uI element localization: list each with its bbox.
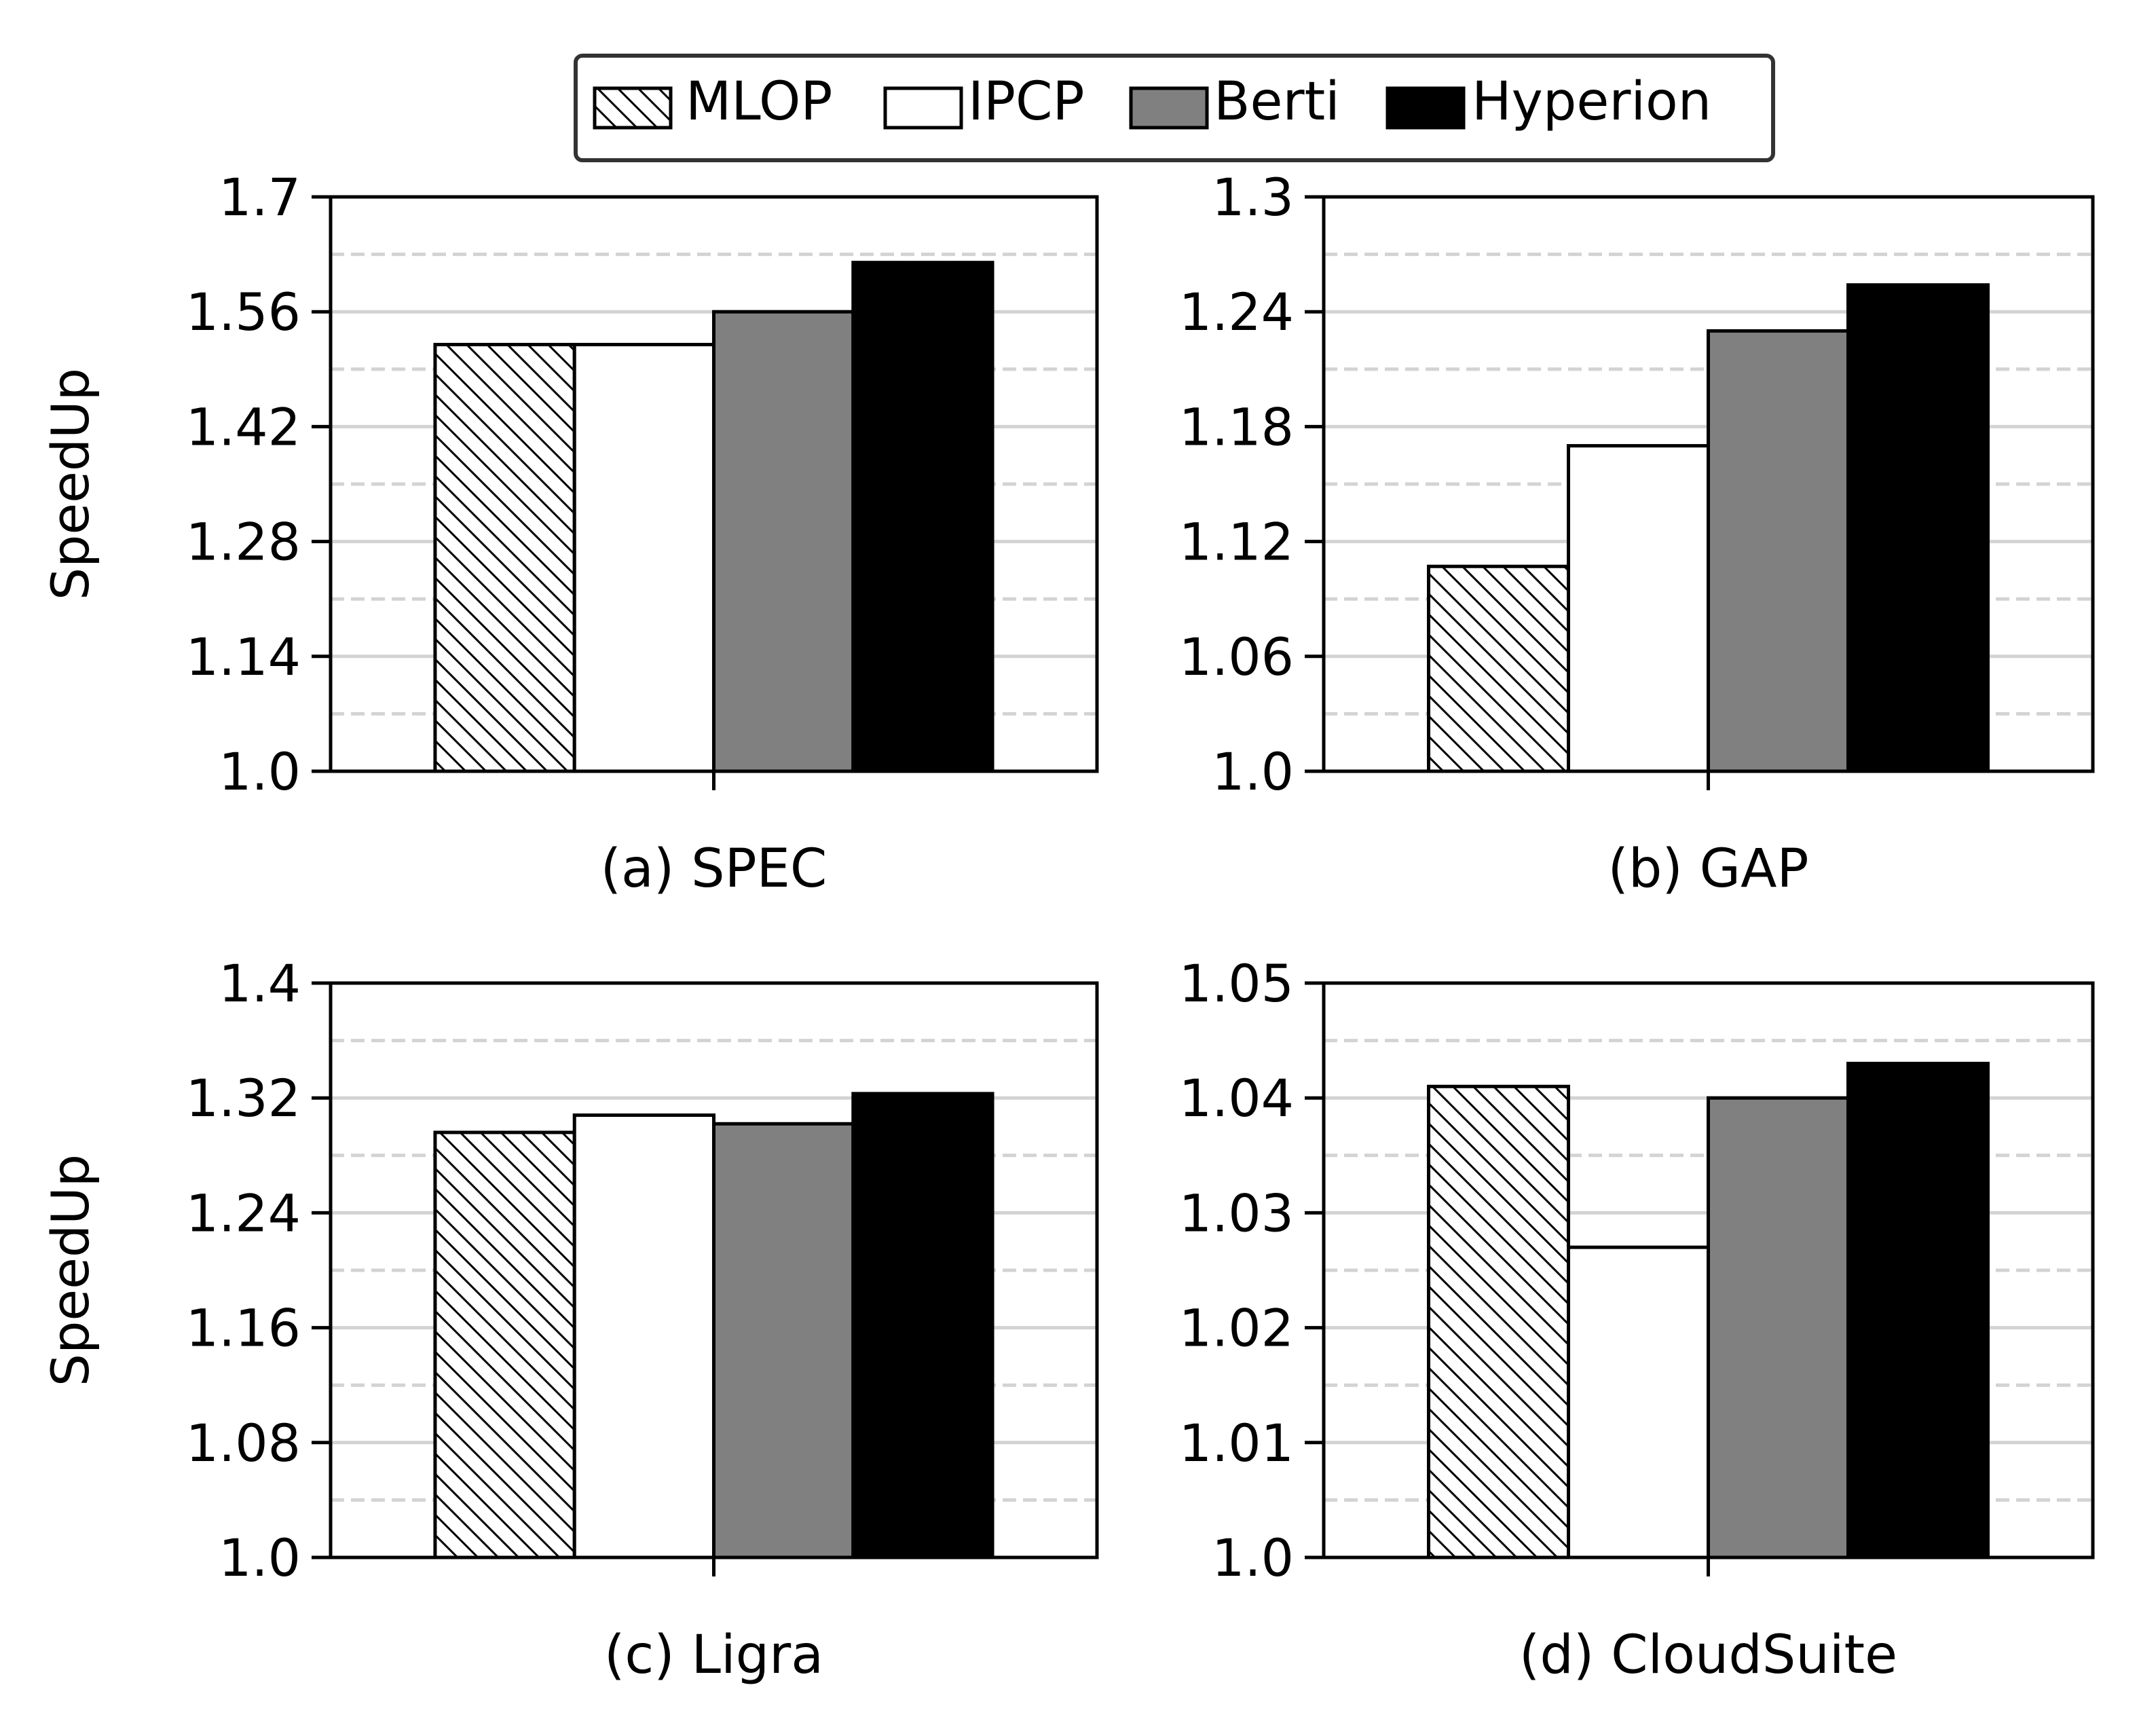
y-tick-label: 1.3 xyxy=(1212,167,1294,227)
bar-berti xyxy=(712,1122,855,1559)
y-tick-label: 1.0 xyxy=(219,741,301,802)
bar-ipcp xyxy=(1567,444,1710,773)
y-tick-label: 1.03 xyxy=(1179,1183,1294,1243)
bar-mlop xyxy=(433,1130,576,1559)
legend-swatch-hyperion xyxy=(1385,86,1466,130)
subplot-label: (b) GAP xyxy=(1607,838,1808,900)
y-tick-label: 1.0 xyxy=(1212,741,1294,802)
bar-hyperion xyxy=(851,1092,994,1559)
bar-ipcp xyxy=(572,343,716,773)
subplot-4: 1.0 1.01 1.02 1.03 1.04 1.05 (d) CloudSuite xyxy=(1179,953,2095,1686)
bar-mlop xyxy=(433,343,576,773)
bar-hyperion xyxy=(1846,283,1990,773)
y-tick-label: 1.12 xyxy=(1179,512,1294,572)
bar-berti xyxy=(1707,329,1850,773)
subplots: 1.01.141.281.421.561.7(a) SPECSpeedUp1.0… xyxy=(40,167,2095,1686)
y-tick-label: 1.7 xyxy=(219,167,301,227)
y-tick-label: 1.16 xyxy=(186,1298,301,1359)
bar-berti xyxy=(1707,1096,1850,1559)
legend-label-mlop: MLOP xyxy=(686,71,832,132)
y-tick-label: 1.24 xyxy=(186,1183,301,1243)
bar-hyperion xyxy=(1846,1061,1990,1559)
bar-hyperion xyxy=(851,261,994,773)
y-tick-label: 1.02 xyxy=(1179,1298,1294,1359)
y-tick-label: 1.56 xyxy=(186,282,301,342)
y-tick-label: 1.01 xyxy=(1179,1413,1294,1473)
bar-berti xyxy=(712,310,855,773)
legend-swatch-berti xyxy=(1129,86,1209,130)
bar-mlop xyxy=(1427,1084,1570,1559)
y-tick-label: 1.08 xyxy=(186,1413,301,1473)
legend-swatch-ipcp xyxy=(883,86,963,130)
y-tick-label: 1.18 xyxy=(1179,396,1294,457)
y-tick-label: 1.04 xyxy=(1179,1068,1294,1128)
bar-ipcp xyxy=(1567,1245,1710,1559)
subplot-2: 1.0 1.06 1.12 1.18 1.24 1.3 (b) GAP xyxy=(1179,167,2095,900)
bar-ipcp xyxy=(572,1113,716,1559)
legend-items: MLOP IPCP Berti Hyperion xyxy=(593,71,1711,132)
y-tick-label: 1.32 xyxy=(186,1068,301,1128)
legend-label-berti: Berti xyxy=(1214,71,1340,132)
y-tick-label: 1.28 xyxy=(186,512,301,572)
y-tick-label: 1.24 xyxy=(1179,282,1294,342)
y-tick-label: 1.0 xyxy=(219,1528,301,1588)
subplot-label: (a) SPEC xyxy=(601,838,827,900)
subplot-label: (d) CloudSuite xyxy=(1519,1625,1897,1686)
legend-label-hyperion: Hyperion xyxy=(1472,71,1711,132)
y-tick-label: 1.14 xyxy=(186,627,301,687)
y-tick-label: 1.42 xyxy=(186,396,301,457)
legend: MLOP IPCP Berti Hyperion xyxy=(574,54,1775,162)
y-tick-label: 1.06 xyxy=(1179,627,1294,687)
y-axis-label: SpeedUp xyxy=(40,1154,100,1386)
subplot-1: 1.0 1.14 1.28 1.42 1.56 1.7 (a) SPEC SpeedUp xyxy=(40,167,1099,900)
legend-label-ipcp: IPCP xyxy=(968,71,1085,132)
y-tick-label: 1.0 xyxy=(1212,1528,1294,1588)
subplot-label: (c) Ligra xyxy=(604,1625,823,1686)
bar-mlop xyxy=(1427,564,1570,773)
legend-swatch-mlop xyxy=(593,86,673,130)
y-tick-label: 1.05 xyxy=(1179,953,1294,1014)
subplot-3: 1.0 1.08 1.16 1.24 1.32 1.4 (c) Ligra SpeedUp xyxy=(40,953,1099,1686)
y-tick-label: 1.4 xyxy=(219,953,301,1014)
y-axis-label: SpeedUp xyxy=(40,368,100,600)
